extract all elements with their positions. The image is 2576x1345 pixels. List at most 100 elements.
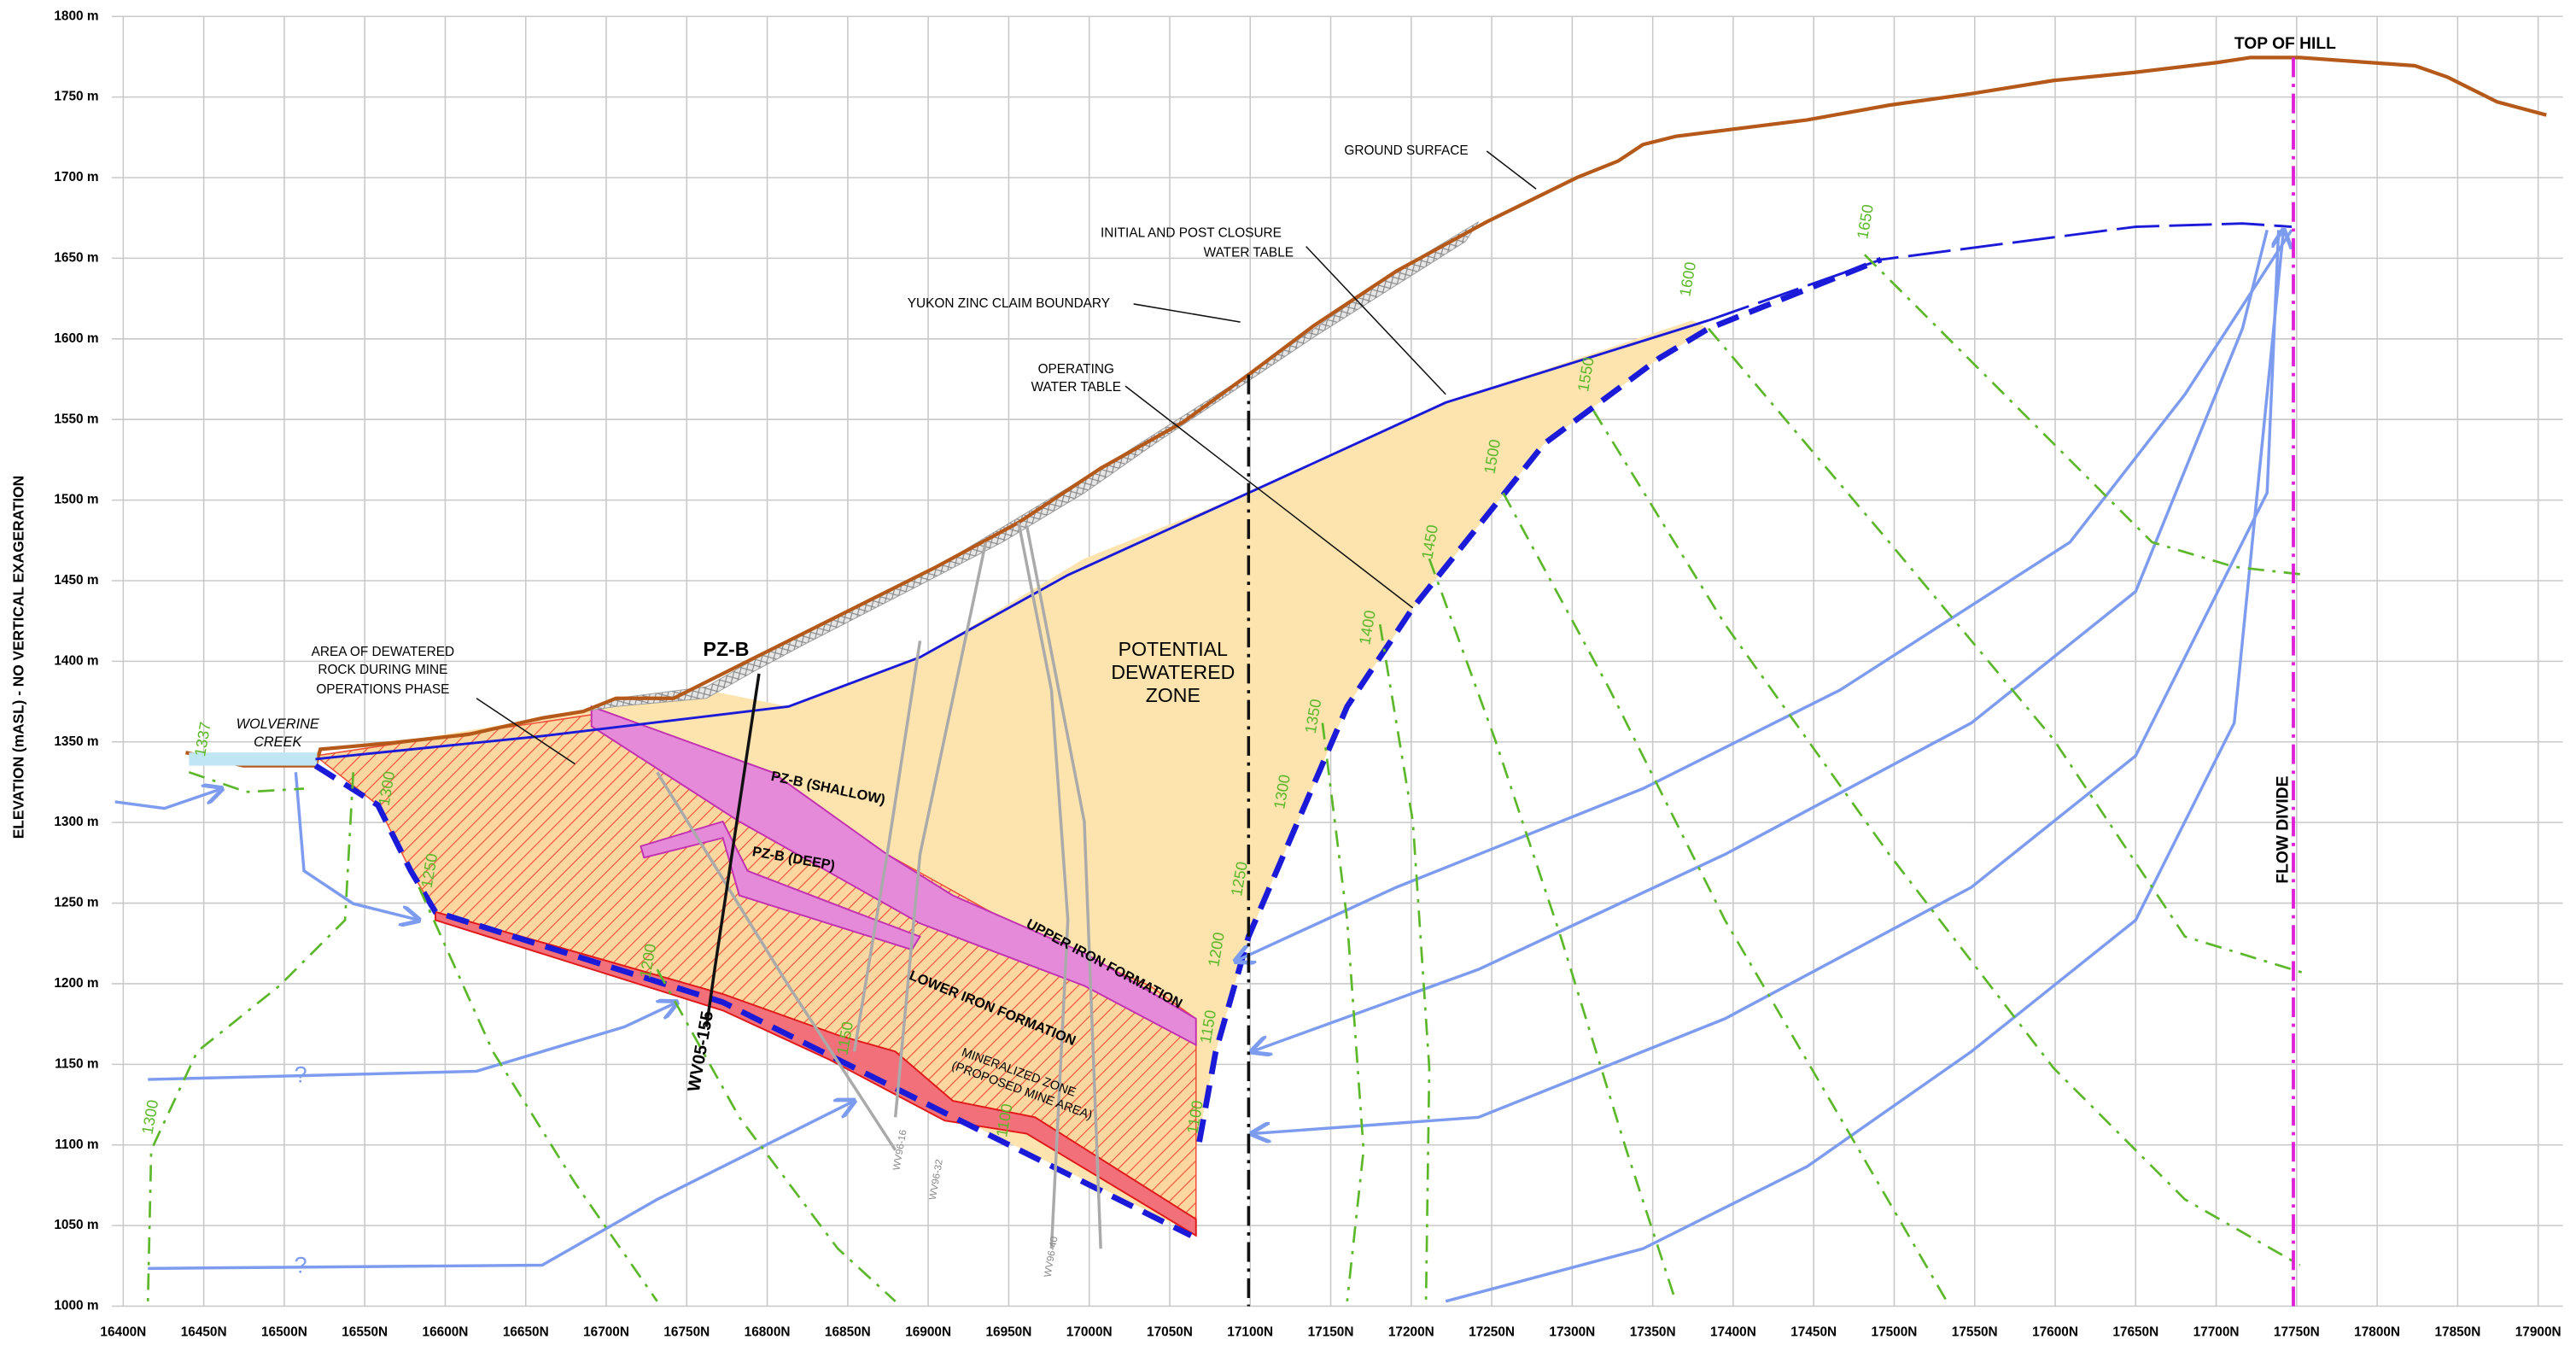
borehole xyxy=(1017,522,1070,1249)
contour-label: 1337 xyxy=(190,721,214,758)
annotation: CREEK xyxy=(254,734,302,750)
y-tick-label: 1400 m xyxy=(54,653,98,668)
y-tick-label: 1500 m xyxy=(54,493,98,507)
leader-line xyxy=(1133,303,1241,323)
flow-line xyxy=(148,1101,854,1271)
equipotential-line xyxy=(1428,558,1677,1302)
y-tick-label: 1800 m xyxy=(54,9,98,23)
annotation: DEWATERED xyxy=(1111,661,1235,683)
x-tick-label: 17750N xyxy=(2274,1325,2320,1339)
leader-line xyxy=(1124,385,1414,609)
y-tick-label: 1000 m xyxy=(54,1299,98,1313)
annotation: WATER TABLE xyxy=(1204,245,1294,260)
annotation: YUKON ZINC CLAIM BOUNDARY xyxy=(908,296,1110,311)
annotation: ROCK DURING MINE xyxy=(318,663,447,677)
creek xyxy=(189,752,318,766)
annotation: WV05-155 xyxy=(685,1009,717,1093)
x-tick-label: 17100N xyxy=(1227,1325,1273,1339)
equipotential-line xyxy=(1321,722,1365,1301)
equipotential-line xyxy=(1378,623,1431,1301)
borehole xyxy=(656,771,897,1151)
y-tick-label: 1600 m xyxy=(54,331,98,346)
borehole xyxy=(893,541,988,1118)
x-tick-label: 17350N xyxy=(1630,1325,1676,1339)
x-tick-label: 17200N xyxy=(1388,1325,1434,1339)
y-tick-label: 1100 m xyxy=(55,1137,98,1152)
annotation: GROUND SURFACE xyxy=(1344,143,1468,158)
x-tick-label: 16550N xyxy=(342,1325,388,1339)
y-tick-label: 1150 m xyxy=(55,1056,98,1071)
leader-line xyxy=(1306,246,1446,395)
y-tick-label: 1700 m xyxy=(54,170,98,184)
borehole-wv05-155 xyxy=(704,673,761,1027)
ground-surface xyxy=(185,56,2547,768)
x-tick-label: 17650N xyxy=(2112,1325,2158,1339)
y-tick-label: 1650 m xyxy=(54,250,98,265)
flow-line xyxy=(114,789,222,810)
equipotential-line xyxy=(1863,254,2309,576)
x-tick-label: 17700N xyxy=(2193,1325,2240,1339)
flow-line xyxy=(1445,230,2283,1303)
flow-line xyxy=(148,1003,677,1081)
x-tick-label: 17400N xyxy=(1710,1325,1756,1339)
leader-line xyxy=(476,698,575,765)
equipotential-line xyxy=(418,886,658,1302)
y-tick-label: 1250 m xyxy=(54,896,98,910)
x-tick-label: 17900N xyxy=(2515,1325,2561,1339)
equipotential-line xyxy=(146,772,355,1301)
equipotential-line xyxy=(1592,410,2301,1266)
x-tick-label: 17600N xyxy=(2032,1325,2078,1339)
x-tick-label: 16500N xyxy=(261,1325,307,1339)
x-tick-label: 16750N xyxy=(663,1325,710,1339)
x-tick-label: 17000N xyxy=(1066,1325,1113,1339)
annotation: PZ-B xyxy=(704,638,750,660)
lower-iron-formation xyxy=(434,910,1197,1237)
annotation: TOP OF HILL xyxy=(2234,35,2336,53)
annotation: WOLVERINE xyxy=(237,716,320,732)
y-tick-label: 1450 m xyxy=(54,573,98,588)
y-tick-label: 1200 m xyxy=(54,976,98,991)
y-tick-label: 1750 m xyxy=(54,90,98,104)
leader-line xyxy=(1486,150,1537,190)
flow-line xyxy=(1235,229,2293,961)
y-tick-label: 1300 m xyxy=(54,815,98,829)
x-tick-label: 17550N xyxy=(1952,1325,1998,1339)
borehole xyxy=(852,640,922,1052)
contour-label: 1650 xyxy=(1853,203,1877,241)
x-tick-label: 17450N xyxy=(1790,1325,1837,1339)
annotation: POTENTIAL xyxy=(1119,638,1228,660)
equipotential-line xyxy=(656,968,897,1302)
x-tick-label: 16650N xyxy=(503,1325,549,1339)
annotation: AREA OF DEWATERED xyxy=(312,645,454,659)
initial-water-table xyxy=(315,319,1709,761)
pz-deep-band xyxy=(640,820,921,951)
annotation: ? xyxy=(295,1061,307,1087)
annotation: OPERATIONS PHASE xyxy=(316,682,449,697)
x-tick-label: 17850N xyxy=(2434,1325,2480,1339)
equipotential-line xyxy=(1708,327,2309,976)
x-tick-label: 17500N xyxy=(1872,1325,1918,1339)
x-tick-label: 16800N xyxy=(745,1325,791,1339)
flow-line xyxy=(294,772,418,920)
x-tick-label: 16950N xyxy=(985,1325,1031,1339)
well-label: WV96-16 xyxy=(891,1129,908,1171)
y-tick-label: 1350 m xyxy=(54,734,98,749)
x-tick-label: 16850N xyxy=(825,1325,871,1339)
dewatered-zone xyxy=(315,320,1709,1233)
well-label: WV96-40 xyxy=(1043,1236,1060,1278)
borehole xyxy=(1025,525,1102,1249)
x-tick-label: 16400N xyxy=(100,1325,146,1339)
y-axis-title: ELEVATION (mASL) - NO VERTICAL EXAGERATI… xyxy=(10,476,27,839)
annotation: FLOW DIVIDE xyxy=(2275,775,2293,883)
equipotential-line xyxy=(1502,492,1948,1302)
well-label: WV96-32 xyxy=(928,1159,945,1201)
x-tick-label: 17800N xyxy=(2354,1325,2400,1339)
x-tick-label: 16450N xyxy=(181,1325,227,1339)
x-tick-label: 17250N xyxy=(1469,1325,1515,1339)
contour-label: 1300 xyxy=(138,1098,162,1136)
x-tick-label: 16900N xyxy=(905,1325,951,1339)
x-tick-label: 17300N xyxy=(1549,1325,1595,1339)
annotation: OPERATING xyxy=(1038,362,1114,377)
x-tick-label: 16600N xyxy=(423,1325,469,1339)
flow-line xyxy=(1252,230,2281,1133)
